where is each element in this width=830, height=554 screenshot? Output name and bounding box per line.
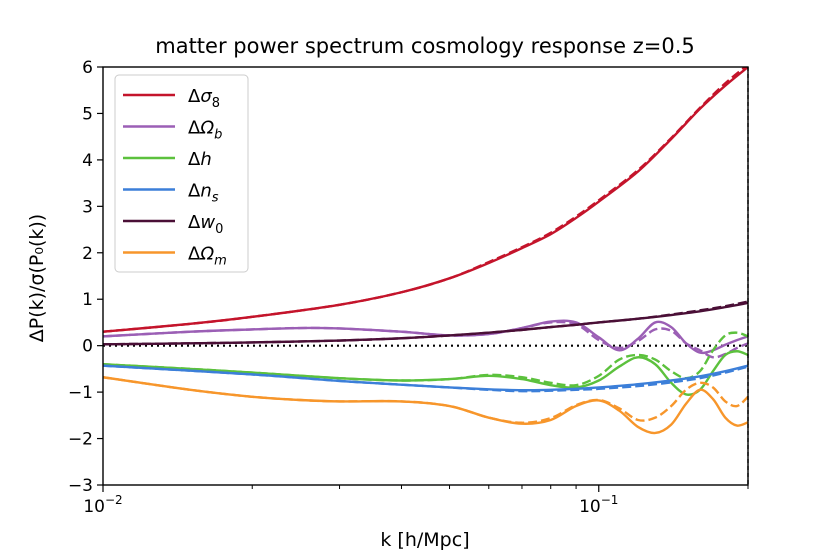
series-2-solid-line [103,350,748,396]
y-tick-label: 1 [82,290,93,310]
legend-frame [114,74,249,273]
y-tick-label: 6 [82,58,93,78]
legend-label-2: Δh [188,149,212,170]
legend-label-1: ΔΩb [188,118,222,143]
legend-label-5: ΔΩm [188,244,227,269]
y-axis-label: ΔP(k)/σ(P₀(k)) [26,214,48,342]
legend: Δσ8 ΔΩb Δh Δns Δw0 ΔΩm [114,74,249,273]
y-tick-label: 3 [82,197,93,217]
legend-label-0: Δσ8 [188,86,220,111]
y-tick-label: −1 [68,383,93,403]
y-tick-label: 0 [82,337,93,357]
x-tick-label: 10−1 [579,493,618,517]
y-tick-label: 5 [82,104,93,124]
series-0-solid-line [103,67,748,333]
axes: −3 −2 −1 0 1 2 3 4 5 6 10−2 10−1 [68,58,749,517]
series-1-dashed-line [103,320,748,359]
plot-area [103,67,748,435]
legend-label-3: Δns [188,181,219,206]
y-tick-label: 4 [82,151,93,171]
series-3-solid-line [103,364,748,392]
x-tick-label: 10−2 [83,493,122,517]
legend-label-4: Δw0 [188,212,223,237]
chart-title: matter power spectrum cosmology response… [155,34,694,58]
series-5-solid-line [103,376,748,435]
y-tick-label: −3 [68,476,93,496]
plot-frame [102,66,749,486]
x-axis-label: k [h/Mpc] [380,529,469,551]
series-4-solid-line [103,301,748,346]
y-tick-label: 2 [82,244,93,264]
y-tick-label: −2 [68,430,93,450]
series-2-dashed-line [103,331,748,387]
series-1-solid-line [103,319,748,355]
